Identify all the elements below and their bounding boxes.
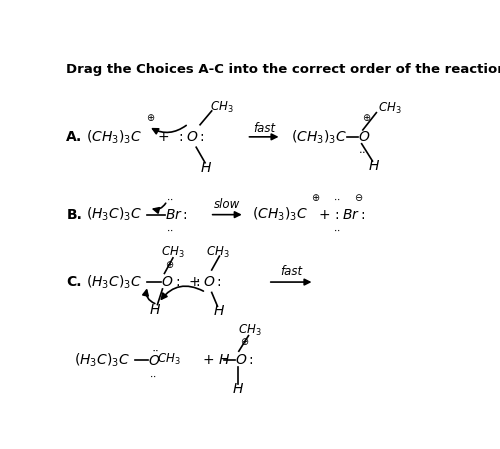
Text: $\cdot\!\cdot$: $\cdot\!\cdot$ — [332, 225, 340, 235]
Text: $O$: $O$ — [358, 130, 370, 144]
Text: $\ominus$: $\ominus$ — [354, 192, 364, 203]
Text: $:Br:$: $:Br:$ — [332, 207, 365, 222]
Text: $CH_3$: $CH_3$ — [238, 323, 262, 338]
Text: $H$: $H$ — [368, 159, 380, 173]
Text: $CH_3$: $CH_3$ — [210, 100, 234, 115]
Text: $:$: $:$ — [246, 353, 254, 367]
Text: $\oplus$: $\oplus$ — [240, 336, 249, 348]
Text: $CH_3$: $CH_3$ — [206, 245, 230, 260]
Text: +: + — [158, 130, 169, 144]
Text: $:O:$: $:O:$ — [194, 275, 222, 289]
Text: $\oplus$: $\oplus$ — [362, 112, 372, 123]
Text: $\cdot\!\cdot$: $\cdot\!\cdot$ — [358, 145, 366, 156]
Text: $O$: $O$ — [162, 275, 173, 289]
Text: $\cdot\!\cdot$: $\cdot\!\cdot$ — [166, 194, 174, 204]
Text: +: + — [202, 353, 213, 367]
Text: C.: C. — [66, 275, 82, 289]
Text: A.: A. — [66, 130, 82, 144]
Text: +: + — [188, 275, 200, 289]
Text: $Br:$: $Br:$ — [165, 207, 188, 222]
Text: $\ddot{O}$: $\ddot{O}$ — [148, 351, 160, 369]
Text: B.: B. — [66, 207, 82, 222]
Text: $\cdot\!\cdot$: $\cdot\!\cdot$ — [332, 194, 340, 204]
Text: $H$: $H$ — [218, 353, 230, 367]
Text: $(CH_3)_3C$: $(CH_3)_3C$ — [252, 206, 308, 223]
Text: $\oplus$: $\oplus$ — [146, 112, 155, 123]
Text: fast: fast — [280, 265, 302, 278]
Text: $CH_3$: $CH_3$ — [378, 101, 402, 116]
Text: $\cdot\!\cdot$: $\cdot\!\cdot$ — [148, 370, 156, 380]
Text: $CH_3$: $CH_3$ — [158, 352, 181, 367]
Text: $O$: $O$ — [235, 353, 248, 367]
Text: $CH_3$: $CH_3$ — [161, 245, 184, 260]
Text: $H$: $H$ — [214, 304, 226, 318]
Text: $H$: $H$ — [150, 303, 162, 317]
Text: $(CH_3)_3C$: $(CH_3)_3C$ — [291, 128, 347, 145]
Text: Drag the Choices A-C into the correct order of the reaction mechanism.: Drag the Choices A-C into the correct or… — [66, 62, 500, 75]
Text: $(H_3C)_3C$: $(H_3C)_3C$ — [86, 206, 142, 223]
Text: $\oplus$: $\oplus$ — [312, 192, 320, 203]
Text: $\cdot\!\cdot$: $\cdot\!\cdot$ — [166, 225, 174, 235]
Text: $:$: $:$ — [173, 275, 180, 289]
Text: +: + — [318, 207, 330, 222]
Text: fast: fast — [253, 122, 275, 135]
Text: $(H_3C)_3C$: $(H_3C)_3C$ — [74, 351, 130, 369]
Text: $(CH_3)_3C$: $(CH_3)_3C$ — [86, 128, 142, 145]
Text: $H$: $H$ — [232, 382, 243, 396]
Text: $(H_3C)_3C$: $(H_3C)_3C$ — [86, 273, 142, 291]
Text: $\oplus$: $\oplus$ — [165, 259, 174, 269]
Text: $:O:$: $:O:$ — [176, 130, 204, 144]
Text: slow: slow — [214, 198, 240, 211]
Text: $H$: $H$ — [200, 161, 212, 175]
